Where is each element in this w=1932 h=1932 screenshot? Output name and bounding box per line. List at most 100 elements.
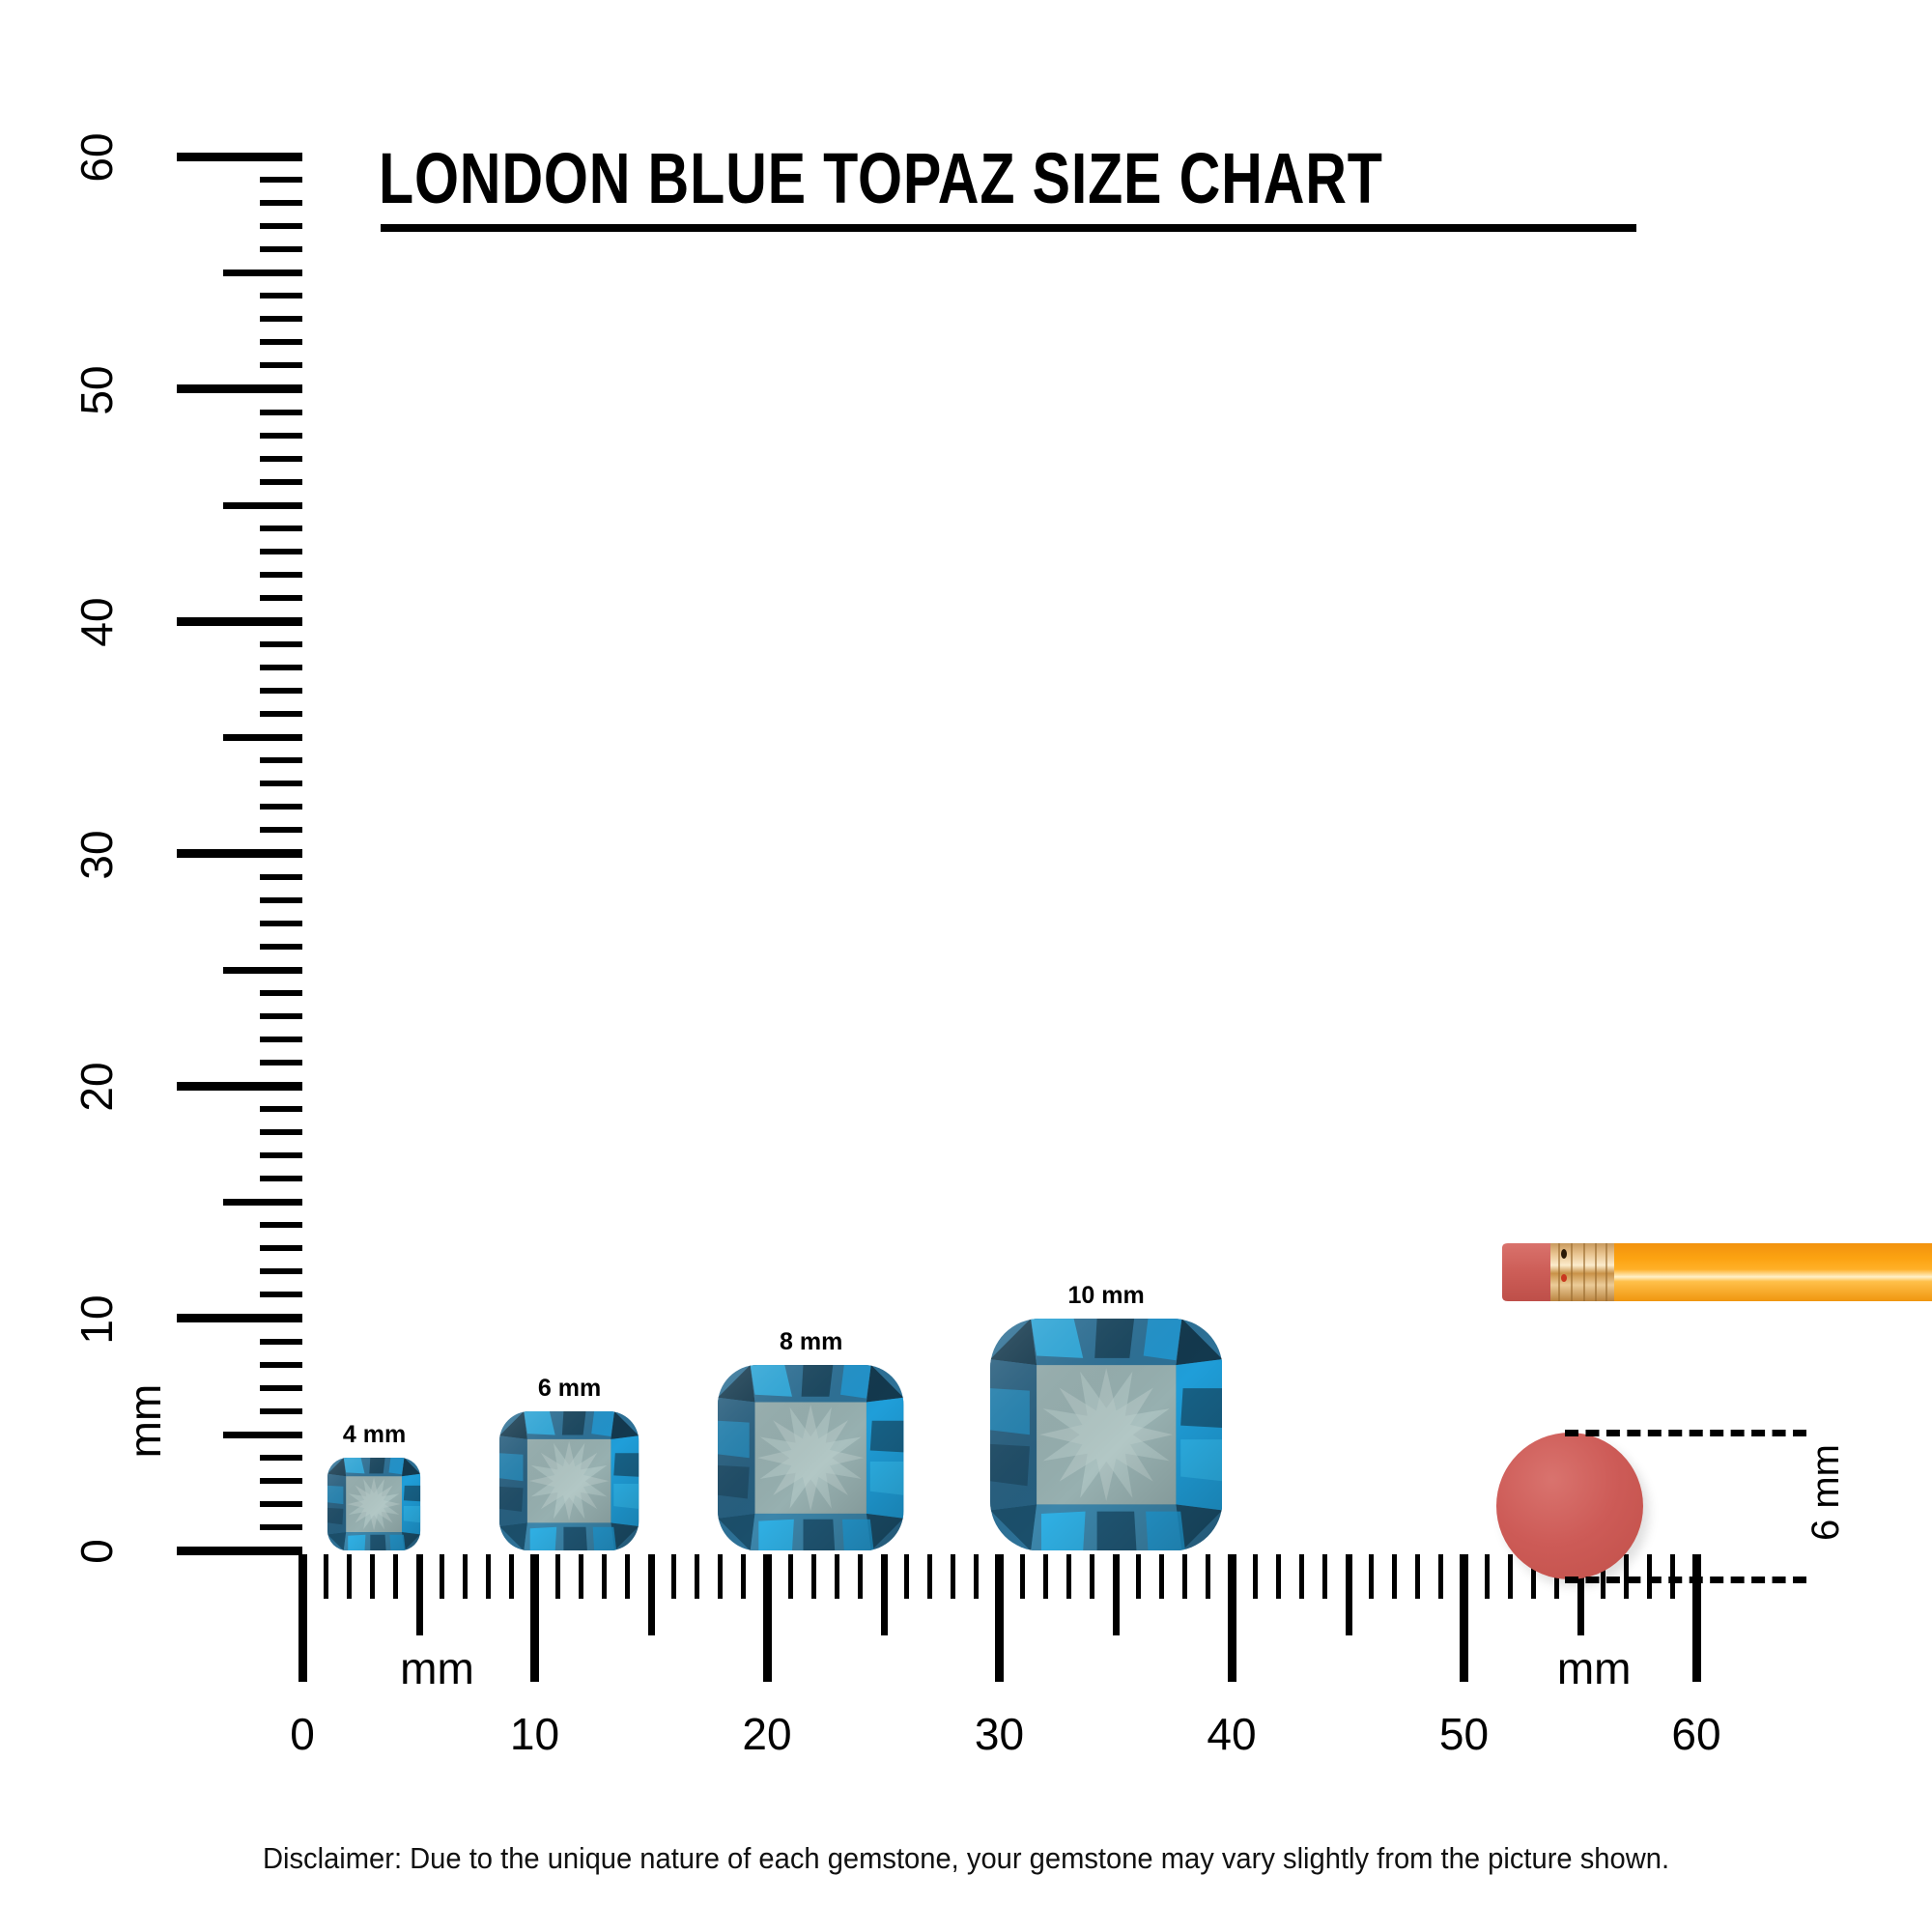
h-ruler-label-50: 50 (1438, 1709, 1490, 1759)
h-ruler-half-tick (1577, 1554, 1585, 1635)
v-ruler-minor-tick (260, 339, 302, 346)
h-ruler-minor-tick (950, 1554, 955, 1599)
h-ruler-major-tick (1691, 1554, 1701, 1682)
gemstone-6mm: 6 mm (499, 1375, 639, 1550)
h-ruler-minor-tick (1321, 1554, 1327, 1599)
v-ruler-minor-tick (260, 873, 302, 880)
gemstone-label-10mm: 10 mm (1067, 1281, 1145, 1309)
v-ruler-minor-tick (260, 316, 302, 323)
h-ruler-minor-tick (973, 1554, 979, 1599)
disclaimer-text: Disclaimer: Due to the unique nature of … (262, 1841, 1670, 1875)
h-ruler-half-tick (415, 1554, 423, 1635)
gemstone-8mm: 8 mm (718, 1328, 904, 1550)
h-ruler-major-tick (1460, 1554, 1468, 1682)
v-ruler-minor-tick (260, 1222, 302, 1229)
gemstone-label-6mm: 6 mm (537, 1374, 602, 1402)
v-ruler-major-tick (177, 1081, 302, 1091)
h-ruler-minor-tick (555, 1554, 561, 1599)
v-ruler-minor-tick (260, 200, 302, 207)
h-ruler-minor-tick (834, 1554, 839, 1599)
v-ruler-minor-tick (260, 641, 302, 648)
v-ruler-half-tick (223, 734, 302, 742)
h-ruler-label-30: 30 (974, 1709, 1025, 1759)
v-ruler-minor-tick (260, 989, 302, 996)
h-ruler-minor-tick (485, 1554, 491, 1599)
v-ruler-minor-tick (260, 781, 302, 787)
v-ruler-minor-tick (260, 246, 302, 253)
vertical-ruler: 0 10 20 30 40 50 60 mm (0, 0, 319, 1642)
h-ruler-minor-tick (1206, 1554, 1211, 1599)
v-ruler-minor-tick (260, 1384, 302, 1391)
h-ruler-minor-tick (787, 1554, 793, 1599)
h-ruler-minor-tick (1414, 1554, 1420, 1599)
horizontal-ruler: 0 10 20 30 40 50 60 mm mm (290, 1554, 1721, 1759)
v-ruler-minor-tick (260, 1338, 302, 1345)
eraser-circle-reference (1496, 1433, 1643, 1579)
h-ruler-minor-tick (602, 1554, 608, 1599)
v-ruler-half-tick (223, 270, 302, 277)
v-ruler-minor-tick (260, 1268, 302, 1275)
v-ruler-minor-tick (260, 665, 302, 671)
v-ruler-minor-tick (260, 943, 302, 950)
v-ruler-major-tick (177, 1314, 302, 1322)
h-ruler-major-tick (995, 1554, 1004, 1682)
h-ruler-half-tick (648, 1554, 656, 1635)
v-ruler-half-tick (223, 1199, 302, 1207)
v-ruler-minor-tick (260, 478, 302, 485)
v-ruler-major-tick (177, 384, 302, 393)
h-ruler-minor-tick (1020, 1554, 1026, 1599)
gemstone-10mm: 10 mm (989, 1282, 1223, 1550)
h-ruler-half-tick (1113, 1554, 1121, 1635)
eraser-size-callout: 6 mm (1768, 1444, 1847, 1570)
v-ruler-minor-tick (260, 455, 302, 462)
h-ruler-minor-tick (903, 1554, 909, 1599)
h-ruler-unit-label-right: mm (1556, 1643, 1632, 1693)
gemstone-4mm: 4 mm (327, 1421, 421, 1550)
v-ruler-minor-tick (260, 223, 302, 230)
v-ruler-minor-tick (260, 1012, 302, 1019)
v-ruler-minor-tick (260, 1036, 302, 1042)
v-ruler-minor-tick (260, 1500, 302, 1507)
v-ruler-minor-tick (260, 1292, 302, 1298)
gemstone-image-10mm (989, 1318, 1223, 1550)
h-ruler-label-10: 10 (509, 1709, 560, 1759)
h-ruler-minor-tick (369, 1554, 375, 1599)
h-ruler-minor-tick (439, 1554, 444, 1599)
h-ruler-minor-tick (1437, 1554, 1443, 1599)
v-ruler-minor-tick (260, 1361, 302, 1368)
v-ruler-minor-tick (260, 688, 302, 695)
h-ruler-label-0: 0 (290, 1709, 315, 1759)
v-ruler-minor-tick (260, 757, 302, 764)
v-ruler-minor-tick (260, 1152, 302, 1159)
v-ruler-minor-tick (260, 827, 302, 834)
v-ruler-minor-tick (260, 804, 302, 810)
h-ruler-minor-tick (1368, 1554, 1374, 1599)
v-ruler-minor-tick (260, 362, 302, 369)
h-ruler-minor-tick (392, 1554, 398, 1599)
h-ruler-minor-tick (1531, 1554, 1537, 1599)
h-ruler-minor-tick (1090, 1554, 1095, 1599)
callout-dash-top (1565, 1430, 1806, 1436)
v-ruler-minor-tick (260, 1059, 302, 1065)
v-ruler-minor-tick (260, 293, 302, 299)
h-ruler-label-40: 40 (1207, 1709, 1257, 1759)
v-ruler-minor-tick (260, 1407, 302, 1414)
h-ruler-minor-tick (857, 1554, 863, 1599)
h-ruler-minor-tick (508, 1554, 514, 1599)
eraser-size-callout-text: 6 mm (1804, 1444, 1847, 1541)
v-ruler-minor-tick (260, 571, 302, 578)
h-ruler-half-tick (1345, 1554, 1352, 1635)
v-ruler-minor-tick (260, 896, 302, 903)
h-ruler-minor-tick (926, 1554, 932, 1599)
v-ruler-minor-tick (260, 1129, 302, 1136)
v-ruler-major-tick (177, 1546, 302, 1555)
v-ruler-minor-tick (260, 177, 302, 184)
h-ruler-minor-tick (1182, 1554, 1188, 1599)
gemstone-label-8mm: 8 mm (780, 1327, 843, 1355)
h-ruler-label-20: 20 (742, 1709, 792, 1759)
h-ruler-unit-label-left: mm (400, 1643, 474, 1693)
h-ruler-minor-tick (695, 1554, 700, 1599)
h-ruler-minor-tick (346, 1554, 352, 1599)
h-ruler-minor-tick (323, 1554, 328, 1599)
